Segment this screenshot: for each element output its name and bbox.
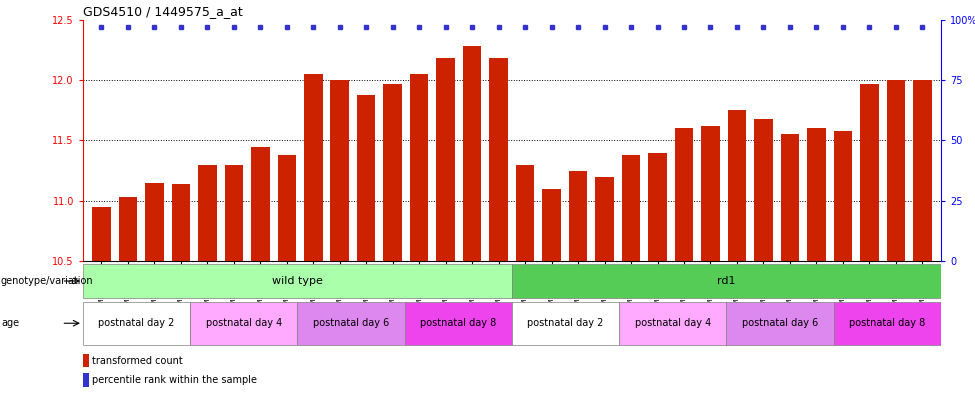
Bar: [913, 80, 931, 261]
Bar: [410, 74, 428, 261]
Bar: [542, 189, 561, 261]
Bar: [512, 301, 619, 345]
Text: postnatal day 6: postnatal day 6: [742, 318, 818, 328]
Bar: [224, 165, 243, 261]
Bar: [119, 197, 137, 261]
Text: postnatal day 4: postnatal day 4: [635, 318, 711, 328]
Text: age: age: [1, 318, 20, 328]
Bar: [516, 165, 534, 261]
Bar: [383, 84, 402, 261]
Bar: [622, 155, 641, 261]
Bar: [198, 165, 216, 261]
Bar: [83, 373, 90, 387]
Bar: [619, 301, 726, 345]
Bar: [83, 264, 512, 298]
Bar: [93, 207, 111, 261]
Bar: [357, 95, 375, 261]
Bar: [190, 301, 297, 345]
Bar: [512, 264, 941, 298]
Text: rd1: rd1: [718, 276, 735, 286]
Text: postnatal day 6: postnatal day 6: [313, 318, 389, 328]
Bar: [437, 58, 455, 261]
Text: postnatal day 2: postnatal day 2: [527, 318, 604, 328]
Bar: [251, 147, 269, 261]
Text: transformed count: transformed count: [93, 356, 183, 366]
Bar: [648, 152, 667, 261]
Text: postnatal day 8: postnatal day 8: [849, 318, 925, 328]
Bar: [807, 129, 826, 261]
Bar: [701, 126, 720, 261]
Bar: [834, 131, 852, 261]
Text: postnatal day 2: postnatal day 2: [98, 318, 175, 328]
Text: GDS4510 / 1449575_a_at: GDS4510 / 1449575_a_at: [83, 6, 243, 18]
Bar: [331, 80, 349, 261]
Text: genotype/variation: genotype/variation: [1, 276, 94, 286]
Bar: [568, 171, 587, 261]
Bar: [304, 74, 323, 261]
Bar: [781, 134, 799, 261]
Bar: [596, 177, 614, 261]
Bar: [489, 58, 508, 261]
Text: wild type: wild type: [272, 276, 323, 286]
Bar: [145, 183, 164, 261]
Text: postnatal day 4: postnatal day 4: [206, 318, 282, 328]
Bar: [83, 354, 90, 367]
Bar: [297, 301, 405, 345]
Bar: [675, 129, 693, 261]
Bar: [834, 301, 941, 345]
Text: postnatal day 8: postnatal day 8: [420, 318, 496, 328]
Text: percentile rank within the sample: percentile rank within the sample: [93, 375, 257, 386]
Bar: [405, 301, 512, 345]
Bar: [278, 155, 296, 261]
Bar: [463, 46, 482, 261]
Bar: [83, 301, 190, 345]
Bar: [860, 84, 878, 261]
Bar: [727, 110, 746, 261]
Bar: [172, 184, 190, 261]
Bar: [726, 301, 834, 345]
Bar: [886, 80, 905, 261]
Bar: [755, 119, 773, 261]
